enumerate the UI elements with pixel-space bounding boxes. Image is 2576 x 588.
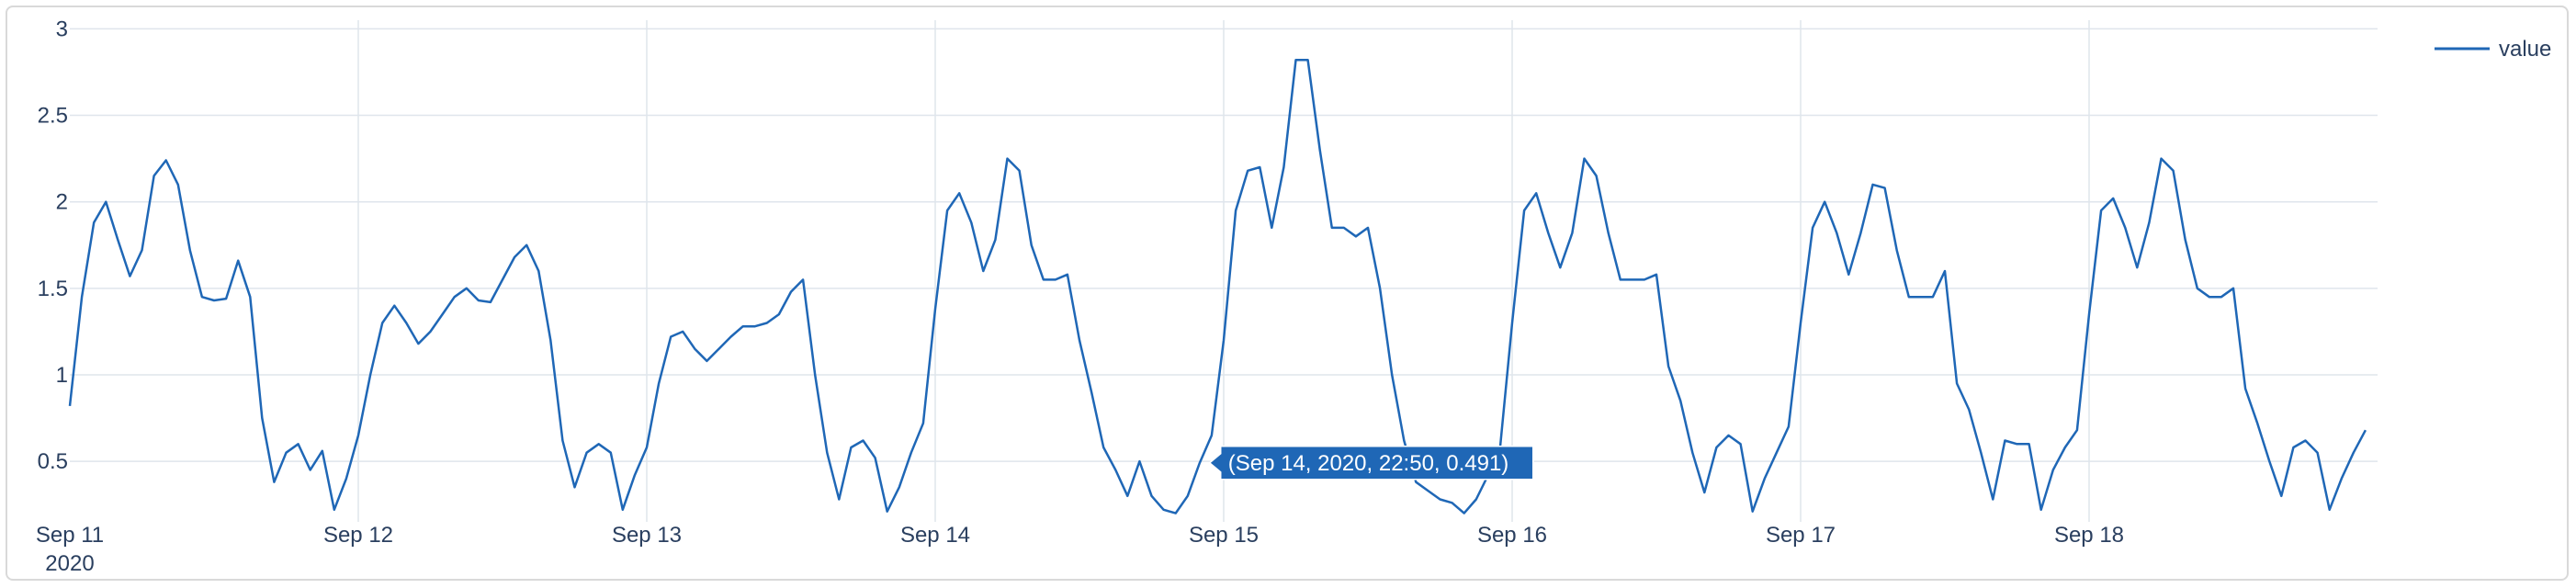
y-tick-label: 0.5 <box>38 449 68 474</box>
x-tick-label: Sep 12 <box>323 523 393 548</box>
x-tick-label: Sep 16 <box>1477 523 1547 548</box>
tooltip-text: (Sep 14, 2020, 22:50, 0.491) <box>1228 451 1509 476</box>
y-tick-label: 2.5 <box>38 104 68 129</box>
y-tick-label: 3 <box>56 17 68 41</box>
x-tick-label: Sep 14 <box>900 523 970 548</box>
series-layer <box>68 59 2367 514</box>
y-tick-label: 1 <box>56 363 68 388</box>
y-tick-label: 1.5 <box>38 277 68 301</box>
hover-tooltip: (Sep 14, 2020, 22:50, 0.491) <box>1208 446 1534 481</box>
chart-frame <box>6 6 2569 581</box>
x-tick-label: Sep 13 <box>612 523 682 548</box>
y-tick-label: 2 <box>56 190 68 215</box>
tooltip-box <box>1208 446 1534 481</box>
y-tick-labels: 0.5 1 1.5 2 2.5 3 <box>38 17 68 474</box>
x-year-label: 2020 <box>45 551 94 576</box>
x-tick-label: Sep 18 <box>2054 523 2124 548</box>
x-tick-label: Sep 15 <box>1189 523 1259 548</box>
legend-label: value <box>2499 37 2551 62</box>
x-tick-label: Sep 11 <box>36 523 104 548</box>
legend[interactable]: value <box>2435 37 2551 62</box>
x-tick-label: Sep 17 <box>1766 523 1836 548</box>
x-tick-labels: Sep 11 Sep 12 Sep 13 Sep 14 Sep 15 Sep 16 Sep … <box>36 523 2124 548</box>
series-line[interactable] <box>68 59 2367 514</box>
